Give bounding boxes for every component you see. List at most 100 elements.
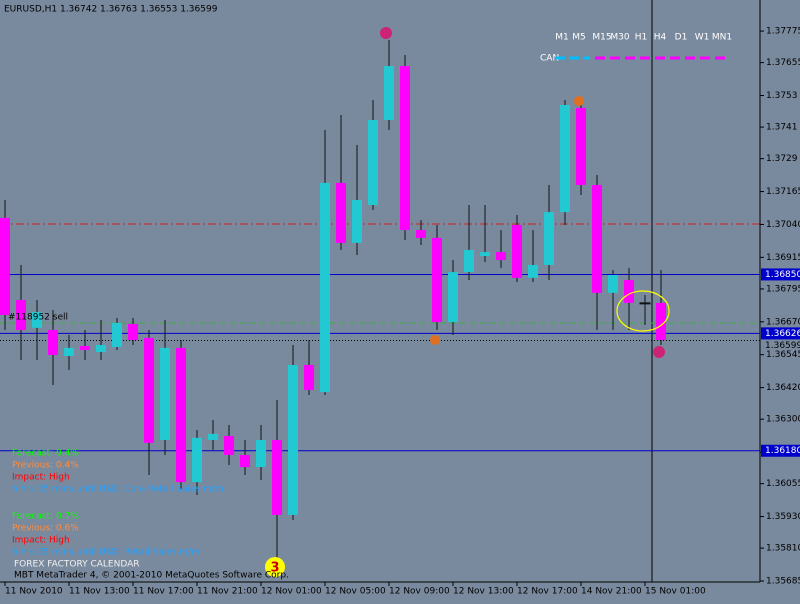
timeframe-button[interactable]: MN1 [712, 33, 732, 43]
timeframe-button[interactable]: M1 [555, 33, 569, 43]
marker [430, 335, 440, 345]
candle-body [464, 249, 474, 273]
candle-body [32, 312, 42, 328]
x-tick-label: 12 Nov 13:00 [453, 587, 514, 597]
timeframe-button[interactable]: M5 [572, 33, 586, 43]
x-tick-label: 12 Nov 05:00 [325, 587, 386, 597]
y-tick-label: 1.37655 [766, 58, 800, 68]
x-tick-label: 11 Nov 2010 [5, 587, 63, 597]
candle-body [544, 212, 554, 265]
candle-body [576, 107, 586, 185]
y-tick-label: 1.36795 [766, 284, 800, 294]
candle-body [656, 302, 666, 340]
candle-body [272, 439, 282, 515]
annotation: 6 hrs 35 mins until USD: Retail Sales m/… [12, 548, 200, 558]
candle-body [352, 199, 362, 243]
x-tick-label: 11 Nov 21:00 [197, 587, 258, 597]
candle-body [304, 364, 314, 390]
marker [653, 346, 665, 358]
signal-label: CAN [540, 54, 559, 64]
candle-body [512, 224, 522, 278]
candle-body [608, 274, 618, 293]
candle-body [128, 323, 138, 340]
candle-body [528, 264, 538, 278]
price-label-box [761, 268, 800, 281]
annotation: 6 hrs 35 mins until USD: Core Retail Sal… [12, 485, 224, 495]
candle-body [384, 66, 394, 120]
candle-body [560, 104, 570, 213]
y-tick-label: 1.36420 [766, 383, 800, 393]
candle-body [288, 364, 298, 515]
candle-body [639, 302, 651, 305]
candle-body [16, 299, 26, 330]
candle-body [96, 344, 106, 353]
candle-body [80, 346, 90, 350]
x-tick-label: 12 Nov 09:00 [389, 587, 450, 597]
plot [0, 39, 760, 575]
candle-body [480, 252, 490, 257]
annotation: Previous: 0.6% [12, 524, 79, 534]
candle-body [432, 237, 442, 323]
y-tick-label: 1.35685 [766, 577, 800, 587]
candle-body [160, 347, 170, 440]
candle-body [208, 433, 218, 440]
annotation: Impact: High [12, 536, 70, 546]
price-label: 1.36180 [765, 446, 800, 456]
candle-body [496, 252, 506, 260]
x-tick-label: 12 Nov 01:00 [261, 587, 322, 597]
annotation: Forecast: 0.7% [12, 512, 79, 522]
candle-body [320, 182, 330, 393]
candle-body [144, 337, 154, 443]
candle-body [416, 229, 426, 238]
timeframe-button[interactable]: H1 [635, 33, 648, 43]
chart-title: EURUSD,H1 1.36742 1.36763 1.36553 1.3659… [4, 5, 218, 15]
candle-body [592, 184, 602, 293]
annotation: Forecast: 0.4% [12, 449, 79, 459]
annotation: Previous: 0.4% [12, 461, 79, 471]
candle-body [64, 347, 74, 357]
timeframe-button[interactable]: D1 [675, 33, 688, 43]
y-tick-label: 1.36545 [766, 350, 800, 360]
x-tick-label: 11 Nov 13:00 [69, 587, 130, 597]
candle-body [112, 322, 122, 348]
candle-body [368, 119, 378, 205]
y-tick-label: 1.35930 [766, 512, 800, 522]
x-tick-label: 15 Nov 01:00 [645, 587, 706, 597]
y-tick-label: 1.37040 [766, 220, 800, 230]
y-tick-label: 1.36915 [766, 253, 800, 263]
y-tick-label: 1.37775 [766, 27, 800, 37]
marker [265, 557, 285, 577]
candle-body [256, 439, 266, 468]
x-tick-label: 11 Nov 17:00 [133, 587, 194, 597]
candle-body [224, 436, 234, 455]
current-price-label: 1.36599 [765, 341, 800, 351]
marker [574, 96, 584, 106]
timeframe-button[interactable]: M15 [592, 33, 611, 43]
x-tick-label: 12 Nov 17:00 [517, 587, 578, 597]
price-label: 1.36850 [765, 270, 800, 280]
marker-label: 3 [270, 561, 279, 576]
timeframe-button[interactable]: W1 [695, 33, 710, 43]
candle-body [624, 279, 634, 303]
candle-body [48, 329, 58, 355]
candle-body [192, 437, 202, 483]
y-tick-label: 1.3741 [766, 123, 798, 133]
annotation: FOREX FACTORY CALENDAR [14, 560, 140, 570]
timeframe-button[interactable]: M30 [610, 33, 629, 43]
x-tick-label: 14 Nov 21:00 [581, 587, 642, 597]
highlight-ellipse [616, 290, 670, 332]
price-label-box [761, 327, 800, 340]
annotation: MBT MetaTrader 4, © 2001-2010 MetaQuotes… [14, 571, 289, 581]
timeframe-button[interactable]: H4 [654, 33, 667, 43]
y-tick-label: 1.3729 [766, 154, 798, 164]
candle-body [448, 272, 458, 323]
y-tick-label: 1.36055 [766, 479, 800, 489]
y-tick-label: 1.35810 [766, 544, 800, 554]
price-label: 1.36626 [765, 329, 800, 339]
y-tick-label: 1.3753 [766, 91, 798, 101]
y-tick-label: 1.36300 [766, 415, 800, 425]
candle-body [336, 182, 346, 243]
candle-body [176, 347, 186, 483]
